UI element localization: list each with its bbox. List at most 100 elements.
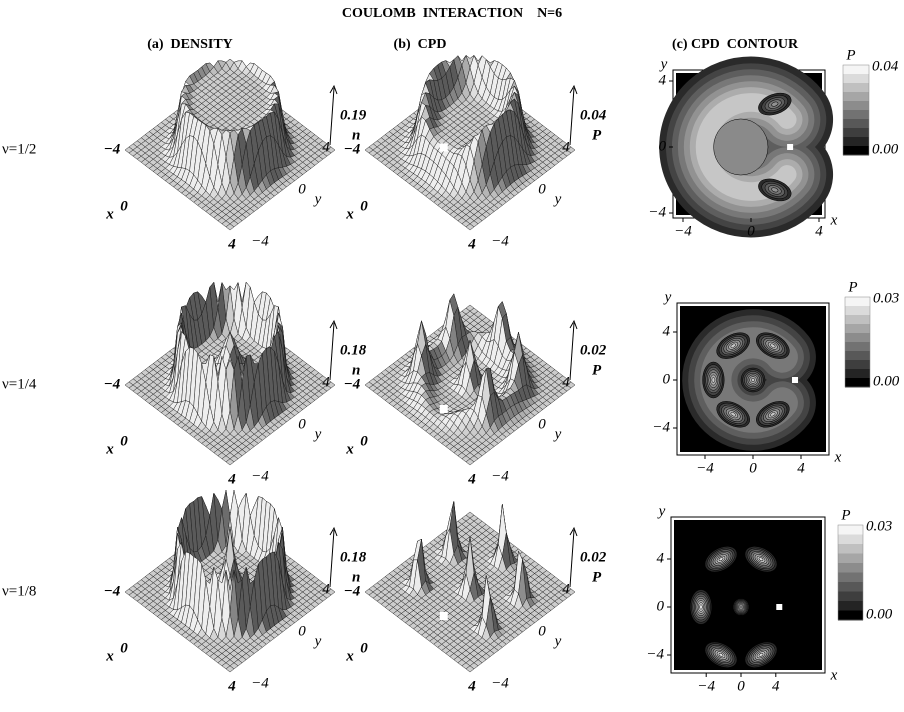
axis-label: −4 xyxy=(251,233,269,249)
axis-label: 0.03 xyxy=(873,290,899,306)
axis-label: 0 xyxy=(360,198,368,214)
colorbar-step xyxy=(843,119,869,129)
axis-label: −4 xyxy=(491,233,509,249)
axis-label: x xyxy=(830,667,838,683)
surface-cell xyxy=(465,223,475,231)
electron-marker xyxy=(787,144,794,150)
axis-label: −4 xyxy=(344,141,361,157)
colorbar-step xyxy=(845,360,870,370)
axis-label: 0 xyxy=(298,623,306,639)
axis-label: n xyxy=(352,127,360,143)
row-label: ν=1/2 xyxy=(2,141,36,157)
colorbar-frame xyxy=(842,64,870,156)
axis-label: 0.18 xyxy=(340,549,367,565)
axis-label: x xyxy=(105,441,114,457)
axis-label: −4 xyxy=(648,204,666,220)
colorbar-step xyxy=(843,74,869,84)
colorbar-step xyxy=(843,65,869,75)
axis-label: x xyxy=(834,449,842,465)
axis-label: 4 xyxy=(322,139,330,155)
axis-label: P xyxy=(592,362,602,378)
contour-level xyxy=(751,378,755,382)
axis-label: 0 xyxy=(747,223,755,239)
colorbar-step xyxy=(845,333,870,343)
axis-label: 0 xyxy=(538,181,546,197)
panel-header: (a) DENSITY xyxy=(147,37,233,52)
axis-label: −4 xyxy=(344,583,361,599)
colorbar-step xyxy=(843,128,869,138)
axis-label: 0.00 xyxy=(873,373,900,389)
axis-label: 0 xyxy=(120,433,128,449)
contour-level xyxy=(711,377,716,383)
z-arrow xyxy=(329,84,338,95)
axis-label: P xyxy=(592,569,602,585)
z-axis xyxy=(329,529,335,588)
axis-label: 0.19 xyxy=(340,107,367,123)
axis-label: 4 xyxy=(322,581,330,597)
electron-marker xyxy=(439,612,448,620)
colorbar-step xyxy=(845,378,870,388)
colorbar-step xyxy=(845,297,870,307)
z-arrow xyxy=(569,84,578,95)
axis-label: −4 xyxy=(696,460,714,476)
axis-label: 0 xyxy=(749,460,757,476)
axis-label: P xyxy=(592,127,602,143)
colorbar-step xyxy=(843,146,869,156)
z-axis xyxy=(569,87,575,146)
axis-label: 0.02 xyxy=(580,342,607,358)
colorbar-step xyxy=(843,110,869,120)
colorbar-step xyxy=(845,315,870,325)
axis-label: −4 xyxy=(104,376,121,392)
axis-label: 0 xyxy=(120,640,128,656)
axis-label: 0 xyxy=(657,598,665,614)
panel-header: (c) CPD CONTOUR xyxy=(672,37,799,52)
colorbar-step xyxy=(838,563,863,573)
z-axis xyxy=(329,87,335,146)
surface xyxy=(124,58,336,231)
colorbar-step xyxy=(843,137,869,147)
axis-label: 4 xyxy=(562,374,570,390)
axis-label: y xyxy=(659,56,668,72)
electron-marker xyxy=(439,143,448,152)
axis-label: 4 xyxy=(772,678,780,694)
axis-label: 4 xyxy=(467,471,476,487)
contour-level xyxy=(695,93,797,201)
axis-label: 0.04 xyxy=(580,107,607,123)
surface xyxy=(124,281,336,466)
axis-label: 0.03 xyxy=(866,518,892,534)
axis-label: −4 xyxy=(104,583,121,599)
axis-label: −4 xyxy=(674,223,692,239)
surface xyxy=(364,54,576,231)
axis-label: y xyxy=(313,633,322,649)
z-axis xyxy=(569,529,575,588)
contour-level xyxy=(713,118,769,176)
colorbar-step xyxy=(843,83,869,93)
axis-label: −4 xyxy=(104,141,121,157)
axis-label: 4 xyxy=(659,72,667,88)
colorbar-step xyxy=(838,553,863,564)
panel-header: (b) CPD xyxy=(394,37,447,52)
axis-label: y xyxy=(313,426,322,442)
axis-label: 4 xyxy=(797,460,805,476)
axis-label: 4 xyxy=(815,223,823,239)
axis-label: y xyxy=(553,426,562,442)
axis-label: 0.00 xyxy=(866,606,893,622)
axis-label: y xyxy=(663,289,672,305)
electron-marker xyxy=(776,604,783,610)
axis-label: −4 xyxy=(491,468,509,484)
row-label: ν=1/4 xyxy=(2,376,37,392)
axis-label: −4 xyxy=(652,419,670,435)
figure-title: COULOMB INTERACTION N=6 xyxy=(342,6,562,21)
surface xyxy=(364,501,576,673)
axis-label: 4 xyxy=(663,323,671,339)
colorbar-step xyxy=(838,591,863,602)
axis-label: x xyxy=(105,648,114,664)
axis-label: −4 xyxy=(697,678,715,694)
axis-label: P xyxy=(840,507,850,523)
axis-label: −4 xyxy=(646,646,664,662)
axis-label: y xyxy=(553,191,562,207)
contour-level xyxy=(771,187,779,193)
colorbar-step xyxy=(843,92,869,102)
axis-label: 4 xyxy=(227,236,236,252)
